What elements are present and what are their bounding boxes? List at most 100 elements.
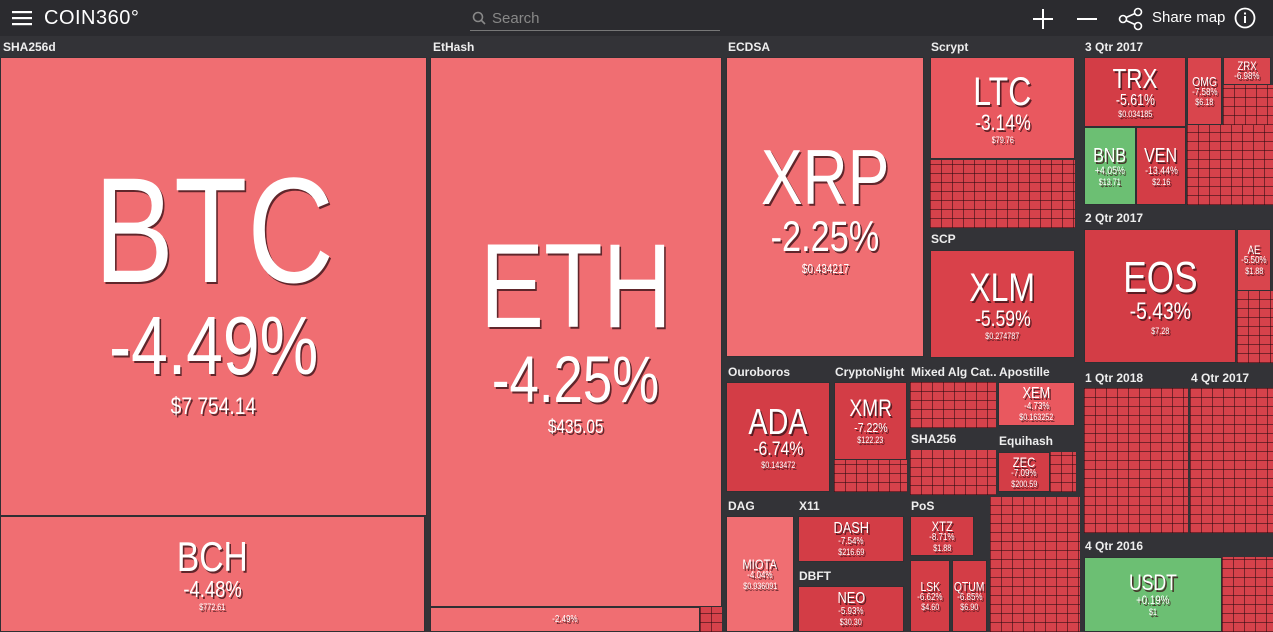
info-button[interactable] (1234, 7, 1256, 29)
group-label: 1 Qtr 2018 (1085, 371, 1144, 385)
coin-tile[interactable]: -2.49% (430, 607, 700, 632)
coin-tile[interactable]: VEN -13.44% $2.16 (1136, 127, 1186, 205)
coin-change: -2.25% (770, 213, 880, 262)
coin-tile[interactable]: XMR -7.22% $122.23 (834, 382, 907, 460)
coin-symbol: BCH (177, 532, 248, 580)
group-label: 4 Qtr 2017 (1191, 371, 1250, 385)
coin-symbol: USDT (1129, 570, 1177, 596)
coin-symbol: XMR (849, 395, 892, 423)
coin-change: -6.62% (917, 591, 943, 603)
menu-button[interactable] (12, 10, 32, 26)
coin-tile[interactable]: QTUM -6.85% $6.90 (952, 560, 987, 632)
coin-tile[interactable]: USDT +0.19% $1 (1084, 557, 1222, 632)
coin-change: -6.98% (1234, 71, 1260, 82)
coin-price: $30.30 (839, 616, 863, 627)
coin-change: -7.22% (853, 420, 888, 436)
coin-symbol: MIOTA (742, 556, 778, 573)
minor-tiles (1223, 85, 1273, 125)
header: COIN360° Search Share map (0, 0, 1273, 36)
group-label: Apostille (999, 365, 1050, 379)
zoom-out[interactable] (1076, 8, 1098, 30)
coin-price: $1 (1148, 606, 1157, 617)
search-box[interactable]: Search (470, 6, 720, 31)
coin-tile[interactable]: EOS -5.43% $7.28 (1084, 229, 1236, 363)
coin-symbol: EOS (1122, 253, 1198, 303)
minor-tiles (910, 450, 996, 495)
coin-change: -4.48% (183, 575, 242, 602)
coin-symbol: ZRX (1237, 59, 1257, 73)
coin-price: $200.59 (1010, 478, 1038, 489)
coin-tile[interactable]: LTC -3.14% $79.76 (930, 57, 1075, 159)
coin-price: $122.23 (857, 434, 884, 445)
coin-tile[interactable]: XEM -4.73% $0.163252 (998, 382, 1075, 426)
coin-change: -4.04% (747, 570, 773, 582)
coin-change: -5.61% (1115, 92, 1155, 110)
coin-symbol: OMG (1192, 73, 1217, 89)
minor-tiles (1084, 388, 1188, 533)
coin-tile[interactable]: ZRX -6.98% (1223, 57, 1271, 85)
coin-change: -6.74% (752, 437, 804, 460)
coin-symbol: NEO (837, 590, 865, 608)
coin-price: $6.90 (960, 602, 979, 613)
group-label: EtHash (433, 40, 475, 54)
group-label: 3 Qtr 2017 (1085, 40, 1144, 54)
coin-price: $435.05 (548, 417, 604, 439)
coin-symbol: VEN (1144, 144, 1178, 167)
coin-price: $0.143472 (760, 460, 796, 471)
coin-tile[interactable]: AE -5.50% $1.88 (1237, 229, 1271, 291)
coin-change: +4.05% (1094, 164, 1126, 177)
coin-tile[interactable]: TRX -5.61% $0.034185 (1084, 57, 1186, 127)
minor-tiles (990, 497, 1080, 632)
coin-change: -7.09% (1011, 468, 1037, 480)
coin-price: $7 754.14 (170, 392, 257, 420)
zoom-in[interactable] (1032, 8, 1054, 30)
group-label: DBFT (799, 569, 831, 583)
coin-change: -8.71% (929, 532, 955, 544)
group-label: SHA256 (911, 432, 957, 446)
search-icon (472, 11, 486, 25)
coin-price: $13.71 (1098, 176, 1122, 187)
coin-symbol: DASH (833, 520, 869, 538)
coin-symbol: QTUM (954, 578, 985, 594)
coin-symbol: XEM (1022, 385, 1051, 403)
coin-tile[interactable]: LSK -6.62% $4.60 (910, 560, 950, 632)
coin-tile[interactable]: ADA -6.74% $0.143472 (726, 382, 830, 492)
coin-tile[interactable]: ETH -4.25% $435.05 (430, 57, 722, 607)
coin-change: -4.73% (1023, 401, 1050, 413)
coin-tile[interactable]: XTZ -8.71% $1.88 (910, 516, 974, 556)
coin-symbol: AE (1247, 243, 1261, 258)
coin-change: -5.43% (1129, 298, 1191, 326)
coin-tile[interactable]: NEO -5.93% $30.30 (798, 586, 904, 632)
coin-price: $772.61 (199, 602, 226, 613)
coin-tile[interactable]: BTC -4.49% $7 754.14 (0, 57, 427, 516)
share-icon[interactable] (1118, 7, 1144, 31)
group-label: Mixed Alg Cat... (911, 365, 996, 379)
minor-tiles (834, 460, 907, 492)
coin-symbol: TRX (1112, 63, 1158, 95)
group-label: SHA256d (3, 40, 56, 54)
coin-tile[interactable]: OMG -7.58% $6.18 (1187, 57, 1222, 125)
share-label[interactable]: Share map (1152, 9, 1226, 26)
coin-tile[interactable]: XRP -2.25% $0.434217 (726, 57, 924, 357)
coin-tile[interactable]: MIOTA -4.04% $0.936091 (726, 516, 794, 632)
coin-tile[interactable]: BCH -4.48% $772.61 (0, 516, 425, 632)
coin-tile[interactable]: XLM -5.59% $0.274787 (930, 250, 1075, 358)
coin-symbol: BNB (1093, 144, 1127, 167)
group-label: PoS (911, 499, 935, 513)
coin-change: -4.25% (492, 342, 660, 417)
coin-symbol: ZEC (1012, 454, 1036, 471)
group-label: CryptoNight (835, 365, 905, 379)
coin-symbol: XTZ (931, 518, 953, 535)
coin-tile[interactable]: DASH -7.54% $216.69 (798, 516, 904, 562)
coin-change: -2.49% (552, 613, 578, 625)
coin-price: $6.18 (1195, 97, 1214, 108)
minor-tiles (1237, 291, 1273, 363)
minor-tiles (1187, 125, 1273, 205)
coin-symbol: ETH (480, 219, 672, 354)
coin-price: $1.88 (932, 542, 952, 553)
coin-tile[interactable]: ZEC -7.09% $200.59 (998, 452, 1050, 492)
minor-tiles (1050, 452, 1076, 492)
coin-price: $7.28 (1150, 325, 1170, 336)
coin-tile[interactable]: BNB +4.05% $13.71 (1084, 127, 1136, 205)
